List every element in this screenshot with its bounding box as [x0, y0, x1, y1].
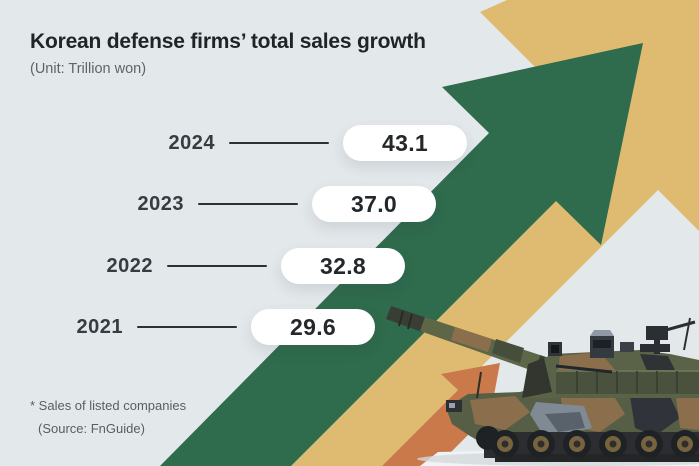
tank-illustration [386, 306, 699, 466]
orange-growth-arrow-icon [382, 363, 500, 466]
